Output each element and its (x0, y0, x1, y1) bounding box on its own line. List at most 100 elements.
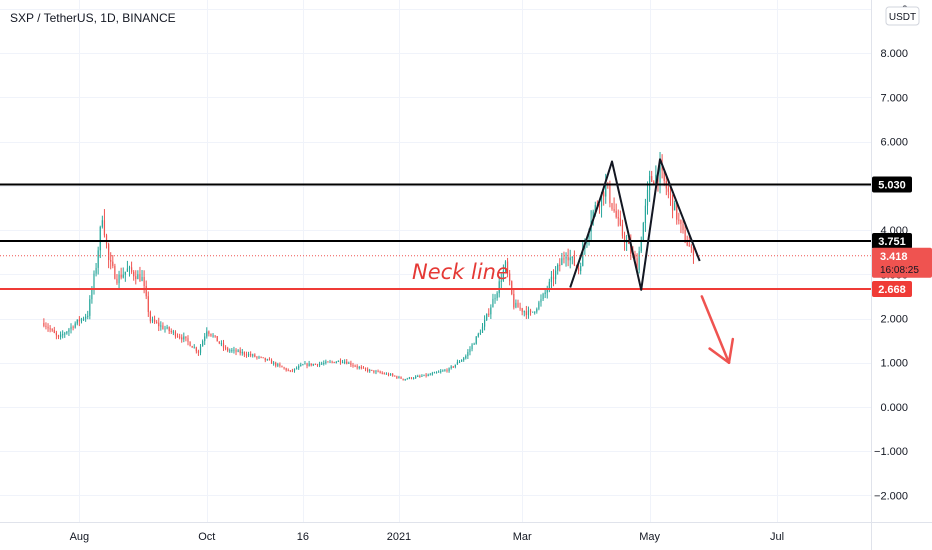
candle-body (385, 373, 388, 375)
price-axis-tick-label: −1.000 (874, 446, 908, 458)
candle-body (59, 334, 62, 337)
candle-body (408, 377, 410, 379)
candle-body (557, 264, 559, 271)
time-axis[interactable]: Aug Oct 16 2021 Mar May Jul (70, 531, 784, 543)
candle-body (488, 313, 490, 315)
candle-body (605, 182, 607, 197)
price-axis-tick-label: −2.000 (874, 490, 908, 502)
candle-body (164, 328, 166, 330)
candle-body (398, 377, 400, 379)
candle-body (417, 376, 419, 378)
candle-body (617, 217, 619, 219)
candle-body (72, 326, 74, 328)
candle-body (373, 370, 375, 373)
candle-body (559, 264, 561, 266)
candle-body (302, 364, 304, 366)
candle-body (247, 354, 250, 356)
candle-body (346, 361, 348, 364)
candle-body (243, 352, 245, 355)
candle-body (534, 311, 536, 313)
candle-body (573, 256, 576, 266)
candle-body (523, 311, 525, 313)
price-badges: 5.030 3.751 2.668 3.418 16:08:25 (872, 176, 932, 297)
candle-body (588, 231, 590, 239)
candle-body (527, 310, 530, 316)
candle-body (364, 368, 367, 370)
candle-body (419, 376, 421, 378)
candle-body (199, 346, 202, 353)
candle-body (130, 267, 133, 272)
candle-body (220, 343, 223, 345)
candle-body (141, 277, 143, 281)
candle-body (642, 223, 644, 242)
candle-body (74, 323, 76, 328)
candle-body (500, 280, 502, 282)
candle-body (331, 361, 333, 363)
candle-body (377, 371, 379, 373)
currency-button[interactable]: USDT (885, 6, 920, 26)
forecast-arrow-shaft[interactable] (700, 295, 731, 364)
candle-body (550, 276, 553, 282)
candle-body (598, 206, 601, 208)
candle-body (404, 379, 406, 381)
candle-body (425, 374, 427, 376)
double-top-pattern-line[interactable] (569, 158, 701, 291)
candle-body (367, 369, 369, 372)
candle-body (611, 203, 613, 209)
candle-body (465, 356, 467, 359)
price-axis-tick-label: 0.000 (880, 402, 908, 414)
grid-layer (0, 0, 871, 522)
candle-body (423, 374, 425, 376)
candle-body (108, 244, 110, 261)
candle-body (360, 367, 362, 369)
candle-body (603, 192, 605, 197)
candle-body (70, 326, 72, 330)
candle-body (444, 370, 446, 372)
candle-body (502, 270, 504, 281)
candle-body (690, 246, 692, 248)
candle-body (158, 322, 160, 327)
currency-label: USDT (889, 12, 916, 23)
candle-body (626, 241, 628, 244)
time-axis-tick-label: Oct (198, 531, 215, 543)
candle-body (202, 341, 204, 347)
candle-body (653, 181, 655, 185)
candle-body (45, 325, 47, 327)
candle-body (356, 366, 358, 368)
candle-body (421, 375, 423, 377)
candle-body (273, 362, 275, 364)
candle-body (80, 318, 83, 322)
candle-body (197, 351, 200, 353)
candle-body (195, 347, 197, 352)
time-axis-tick-label: Jul (770, 531, 784, 543)
candle-body (256, 356, 258, 358)
candle-body (655, 174, 657, 185)
candle-body (433, 372, 436, 374)
time-axis-tick-label: 16 (297, 531, 309, 543)
candle-body (149, 311, 151, 322)
candle-body (204, 336, 206, 342)
candle-body (235, 349, 237, 352)
last-price-badge (872, 247, 932, 278)
candle-body (291, 370, 294, 372)
candle-body (293, 368, 296, 371)
candle-body (663, 170, 665, 181)
candle-body (438, 371, 440, 373)
candle-body (139, 274, 141, 281)
candle-body (609, 185, 611, 204)
candle-body (183, 336, 185, 340)
time-axis-tick-label: Aug (70, 531, 90, 543)
candle-body (300, 364, 302, 367)
candle-body (327, 361, 329, 363)
candle-body (415, 376, 417, 379)
candle-body (318, 363, 321, 366)
candle-body (571, 256, 573, 258)
candle-body (515, 302, 517, 308)
candle-body (521, 308, 523, 312)
candle-body (262, 357, 264, 359)
candle-body (172, 331, 174, 333)
candle-body (110, 260, 112, 262)
candle-body (358, 367, 360, 369)
candle-body (87, 315, 89, 317)
